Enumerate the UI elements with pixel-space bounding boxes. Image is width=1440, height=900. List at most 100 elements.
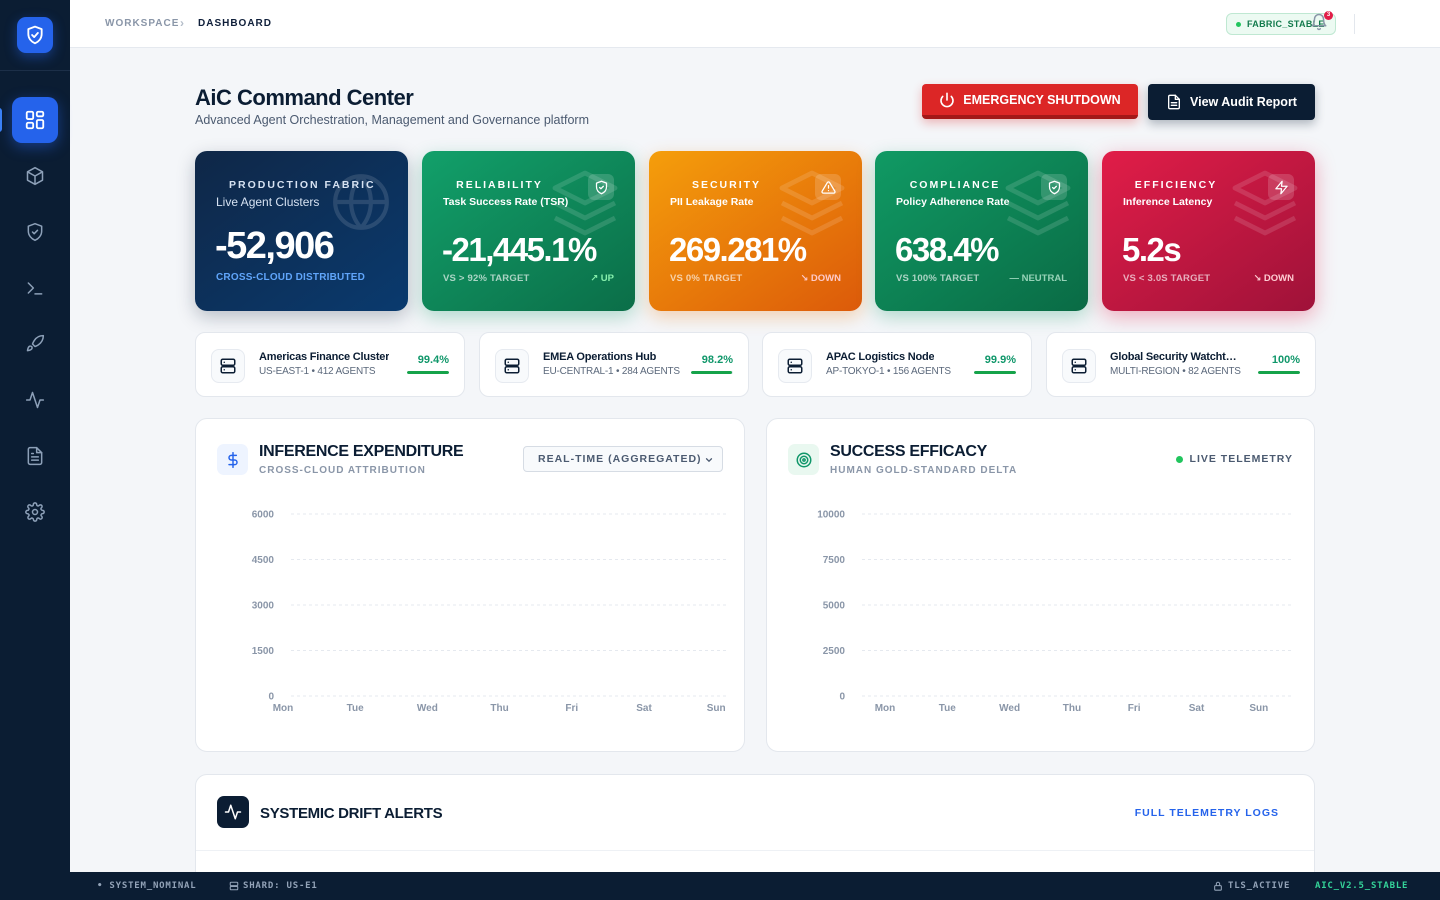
dollar-icon bbox=[217, 444, 248, 475]
lightning-icon bbox=[1274, 180, 1288, 194]
emergency-shutdown-button[interactable]: EMERGENCY SHUTDOWN bbox=[922, 84, 1138, 119]
layers-icon bbox=[779, 170, 845, 236]
cluster-health-bar bbox=[691, 371, 733, 374]
view-audit-report-label: View Audit Report bbox=[1190, 95, 1297, 109]
live-telemetry-label: LIVE TELEMETRY bbox=[1189, 453, 1293, 465]
layers-icon bbox=[1232, 170, 1298, 236]
sidebar-item-console[interactable] bbox=[12, 265, 58, 311]
report-document-icon bbox=[1168, 94, 1181, 110]
sidebar-item-monitoring[interactable] bbox=[12, 377, 58, 423]
logo-shield-icon[interactable] bbox=[17, 17, 53, 53]
server-icon bbox=[495, 349, 529, 383]
breadcrumb-chevron-icon: › bbox=[180, 16, 185, 30]
kpi-card-efficiency[interactable]: EFFICIENCY Inference Latency 5.2s VS < 3… bbox=[1102, 151, 1315, 311]
kpi-subtitle: Task Success Rate (TSR) bbox=[443, 196, 569, 208]
active-marker bbox=[0, 108, 2, 132]
kpi-card-compliance[interactable]: COMPLIANCE Policy Adherence Rate 638.4% … bbox=[875, 151, 1088, 311]
kpi-icon-badge bbox=[1041, 174, 1067, 200]
kpi-trend-label: UP bbox=[600, 273, 614, 284]
sidebar-item-governance[interactable] bbox=[12, 209, 58, 255]
sidebar-divider bbox=[0, 70, 70, 71]
breadcrumb-workspace[interactable]: WORKSPACE bbox=[105, 18, 180, 29]
cluster-health-bar bbox=[974, 371, 1016, 374]
tls-status: TLS_ACTIVE bbox=[1228, 881, 1291, 891]
cluster-card[interactable]: Americas Finance Cluster US-EAST-1 • 412… bbox=[195, 332, 465, 397]
y-tick-label: 5000 bbox=[823, 601, 846, 612]
sidebar-item-settings[interactable] bbox=[12, 489, 58, 535]
page-title: AiC Command Center bbox=[195, 85, 414, 110]
kpi-trend: — NEUTRAL bbox=[1009, 273, 1067, 284]
kpi-subtitle: PII Leakage Rate bbox=[670, 196, 754, 208]
cluster-name: EMEA Operations Hub bbox=[543, 351, 657, 363]
y-tick-label: 1500 bbox=[252, 646, 275, 657]
lock-icon bbox=[1214, 881, 1222, 891]
dashboard-grid-icon bbox=[25, 110, 45, 130]
panel-subtitle: CROSS-CLOUD ATTRIBUTION bbox=[259, 465, 426, 476]
activity-icon bbox=[217, 796, 249, 828]
trend-up-icon: ↗ bbox=[590, 273, 601, 284]
kpi-footnote: VS < 3.0S TARGET bbox=[1123, 273, 1211, 284]
kpi-label: SECURITY bbox=[691, 179, 762, 191]
shield-check-icon bbox=[595, 180, 607, 194]
kpi-trend-label: NEUTRAL bbox=[1021, 273, 1067, 284]
aggregation-select[interactable]: REAL-TIME (AGGREGATED) bbox=[523, 446, 723, 472]
kpi-trend: ↗ UP bbox=[590, 273, 614, 284]
success-efficacy-panel: SUCCESS EFFICACY HUMAN GOLD-STANDARD DEL… bbox=[766, 418, 1315, 752]
x-tick-label: Wed bbox=[999, 703, 1020, 714]
layers-icon bbox=[1005, 170, 1071, 236]
kpi-icon-badge bbox=[1268, 174, 1294, 200]
kpi-card-reliability[interactable]: RELIABILITY Task Success Rate (TSR) -21,… bbox=[422, 151, 635, 311]
kpi-subtitle: Policy Adherence Rate bbox=[896, 196, 1010, 208]
sidebar-item-dashboard[interactable] bbox=[12, 97, 58, 143]
kpi-card-production[interactable]: PRODUCTION FABRIC Live Agent Clusters -5… bbox=[195, 151, 408, 311]
document-icon bbox=[27, 446, 43, 466]
notification-bell-button[interactable] bbox=[1310, 13, 1332, 35]
cluster-card[interactable]: EMEA Operations Hub EU-CENTRAL-1 • 284 A… bbox=[479, 332, 749, 397]
inference-expenditure-chart: 0 1500 3000 4500 6000 Mon Tue Wed Thu Fri Sat Sun bbox=[252, 510, 726, 714]
x-tick-label: Thu bbox=[490, 703, 508, 714]
x-tick-label: Tue bbox=[939, 703, 956, 714]
inference-expenditure-panel: INFERENCE EXPENDITURE CROSS-CLOUD ATTRIB… bbox=[195, 418, 745, 752]
cluster-health-fill bbox=[974, 371, 1016, 374]
kpi-footnote: CROSS-CLOUD DISTRIBUTED bbox=[216, 272, 366, 283]
system-status: • SYSTEM_NOMINAL bbox=[97, 881, 197, 891]
x-tick-label: Sat bbox=[1189, 703, 1205, 714]
live-dot-icon bbox=[1175, 456, 1183, 463]
power-icon bbox=[940, 92, 955, 107]
x-tick-label: Fri bbox=[565, 703, 578, 714]
breadcrumb-current: DASHBOARD bbox=[198, 18, 272, 29]
kpi-label: PRODUCTION FABRIC bbox=[229, 179, 376, 191]
kpi-value: 638.4% bbox=[895, 231, 999, 268]
kpi-trend-label: DOWN bbox=[1263, 273, 1294, 284]
kpi-subtitle: Inference Latency bbox=[1123, 196, 1213, 208]
topbar-divider bbox=[1354, 14, 1355, 34]
shield-check-icon bbox=[1048, 180, 1060, 194]
cluster-health-fill bbox=[691, 371, 733, 374]
trend-neutral-icon: — bbox=[1009, 273, 1022, 284]
kpi-card-security[interactable]: SECURITY PII Leakage Rate 269.281% VS 0%… bbox=[649, 151, 862, 311]
sidebar-item-agents[interactable] bbox=[12, 153, 58, 199]
cluster-health-bar bbox=[1258, 371, 1300, 374]
trend-down-icon: ↘ bbox=[800, 273, 811, 284]
settings-icon bbox=[25, 502, 45, 522]
panel-title: SYSTEMIC DRIFT ALERTS bbox=[260, 805, 443, 822]
cluster-health-fill bbox=[407, 371, 449, 374]
kpi-icon-badge bbox=[588, 174, 614, 200]
full-telemetry-logs-link[interactable]: FULL TELEMETRY LOGS bbox=[1134, 807, 1279, 819]
kpi-trend: ↘ DOWN bbox=[1253, 273, 1294, 284]
cluster-meta: AP-TOKYO-1 • 156 AGENTS bbox=[826, 366, 951, 377]
view-audit-report-button[interactable]: View Audit Report bbox=[1148, 84, 1315, 120]
warning-triangle-icon bbox=[820, 180, 836, 194]
panel-title: INFERENCE EXPENDITURE bbox=[259, 443, 464, 460]
kpi-label: EFFICIENCY bbox=[1134, 179, 1218, 191]
cluster-card[interactable]: APAC Logistics Node AP-TOKYO-1 • 156 AGE… bbox=[762, 332, 1032, 397]
sidebar-item-reports[interactable] bbox=[12, 433, 58, 479]
globe-icon bbox=[333, 174, 389, 230]
cluster-card[interactable]: Global Security Watchtower MULTI-REGION … bbox=[1046, 332, 1316, 397]
sidebar-item-deploy[interactable] bbox=[12, 321, 58, 367]
trend-down-icon: ↘ bbox=[1253, 273, 1264, 284]
x-tick-label: Sat bbox=[636, 703, 652, 714]
cluster-name: Americas Finance Cluster bbox=[259, 351, 390, 363]
fabric-status-text: FABRIC_STABLE bbox=[1247, 19, 1325, 29]
cluster-health-pct: 99.4% bbox=[417, 354, 449, 366]
